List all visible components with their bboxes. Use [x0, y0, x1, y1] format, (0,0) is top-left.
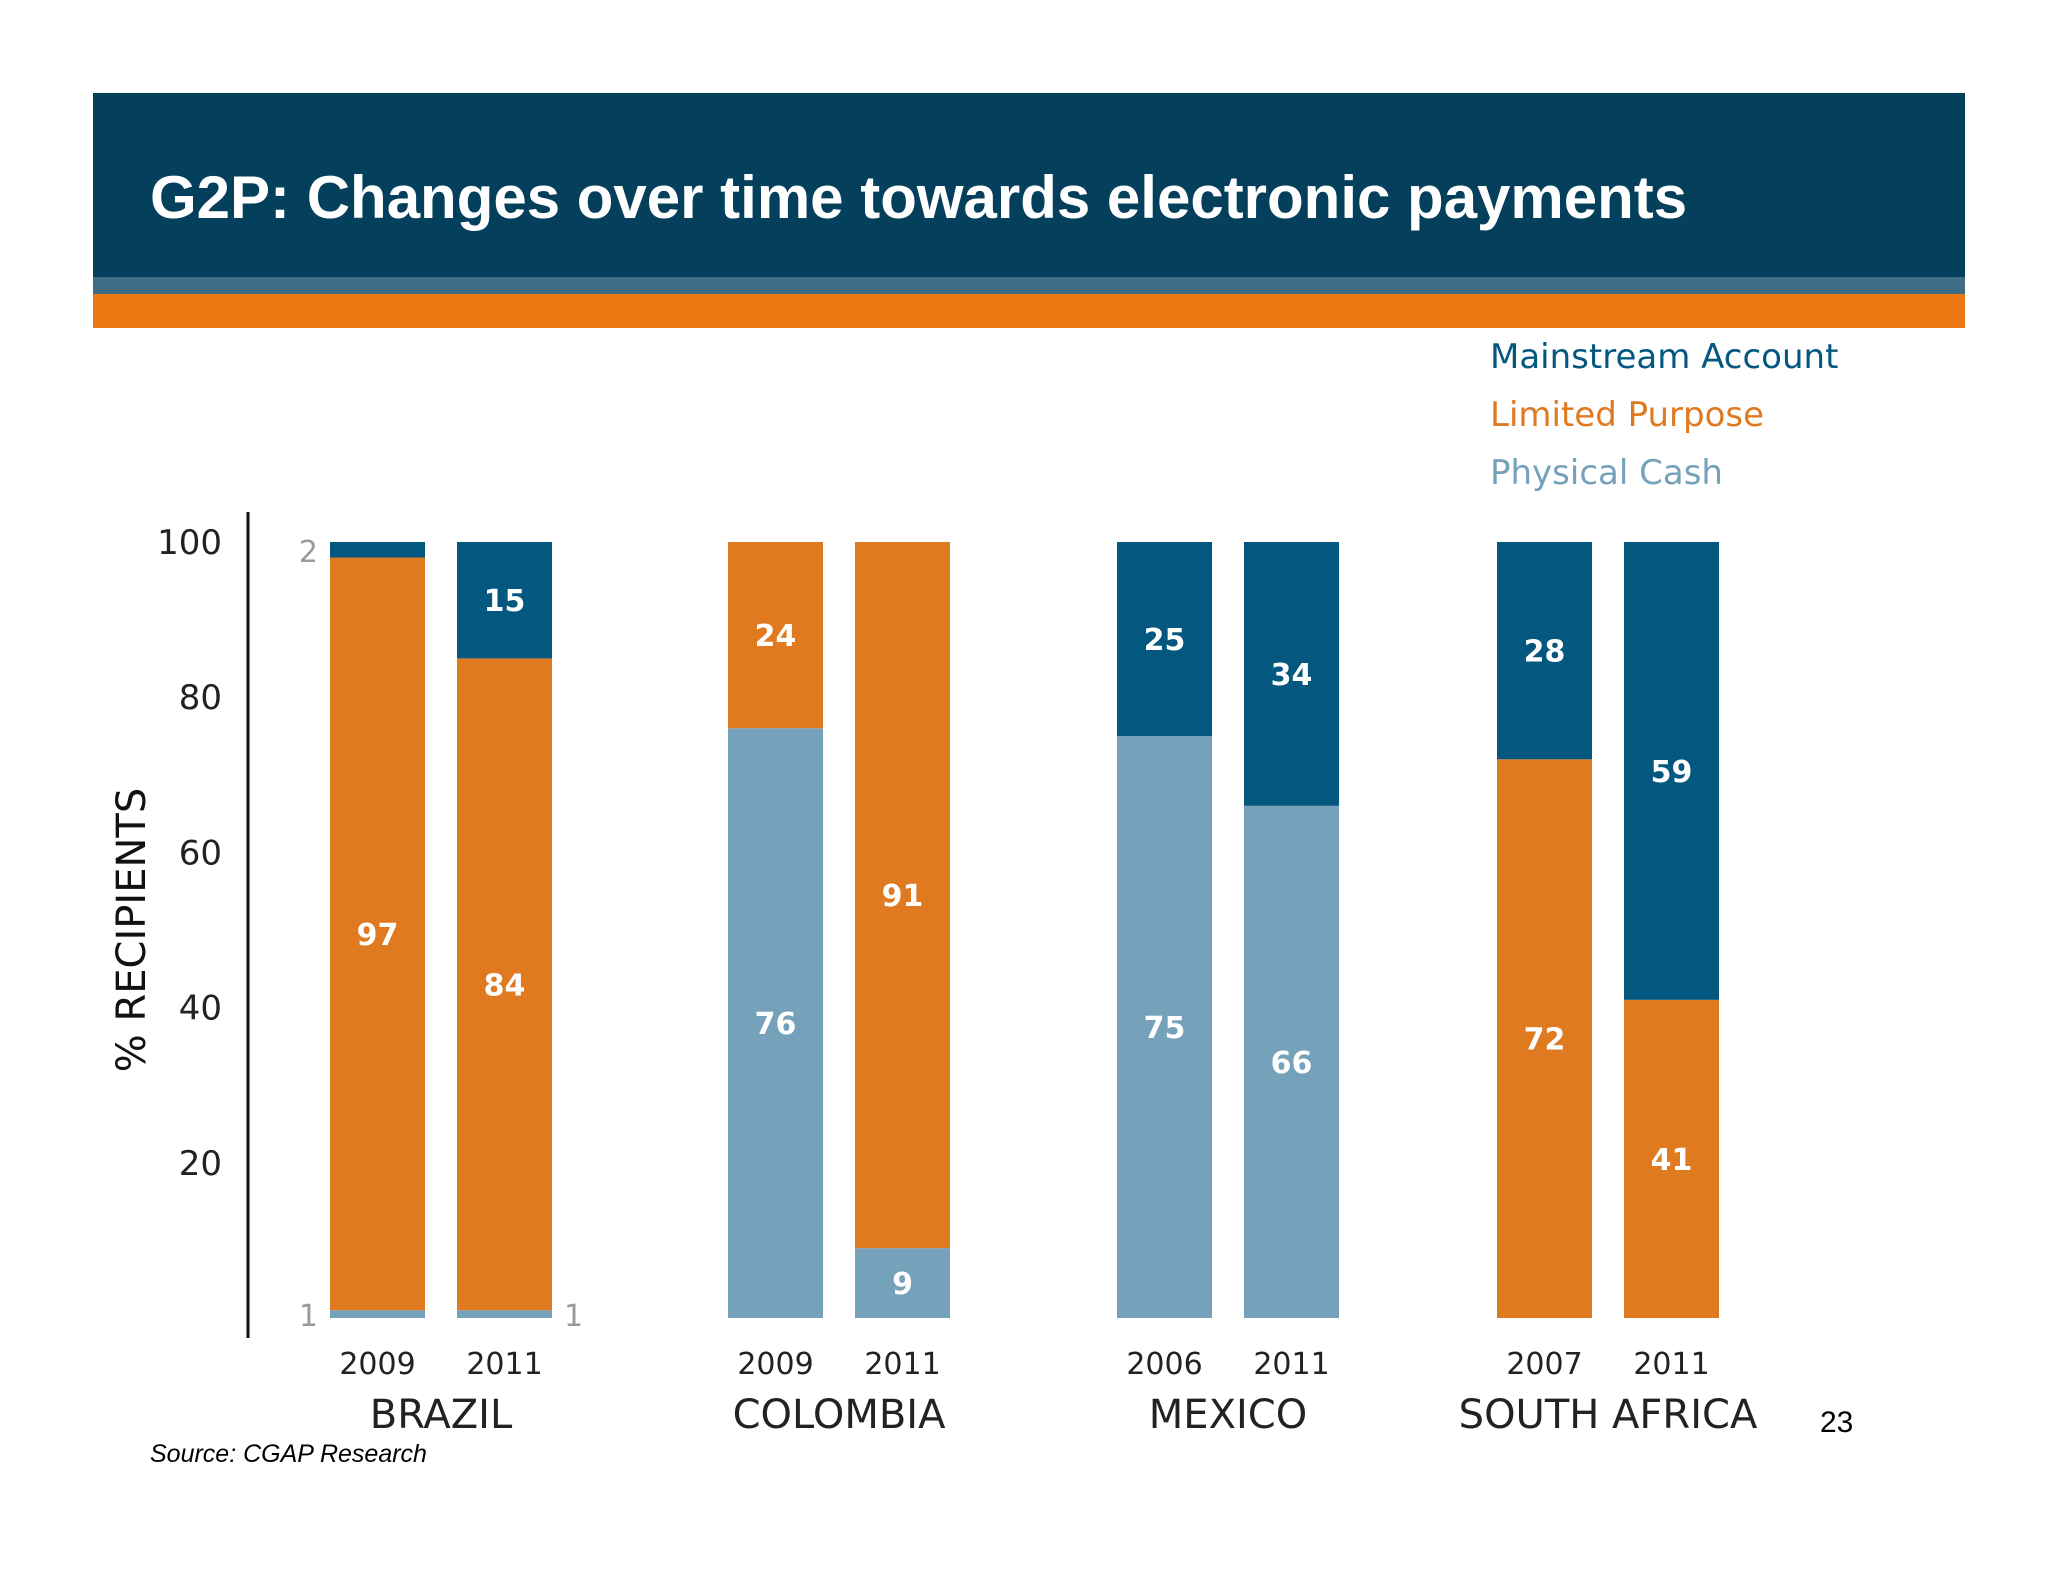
legend-limited-purpose: Limited Purpose — [1490, 395, 1765, 435]
x-tick-label: 2011 — [1633, 1347, 1709, 1382]
bar-segment-cash — [728, 728, 823, 1318]
x-tick-label: 2007 — [1506, 1347, 1582, 1382]
data-label-mainstream: 15 — [484, 584, 526, 619]
y-tick-label: 80 — [179, 678, 222, 718]
data-label-mainstream: 2 — [299, 535, 318, 570]
y-tick-label: 40 — [179, 989, 222, 1029]
x-tick-label: 2011 — [1253, 1347, 1329, 1382]
x-tick-label: 2009 — [339, 1347, 415, 1382]
bar-segment-mainstream — [1497, 542, 1592, 760]
data-label-cash: 1 — [564, 1299, 583, 1334]
country-label: COLOMBIA — [733, 1392, 947, 1438]
bar-segment-cash — [330, 1310, 425, 1318]
bar-segment-cash — [1117, 736, 1212, 1318]
bar-segment-limited — [1624, 999, 1719, 1318]
country-label: SOUTH AFRICA — [1459, 1392, 1758, 1438]
y-tick-label: 20 — [179, 1144, 222, 1184]
bar-segment-limited — [728, 542, 823, 729]
data-label-cash: 75 — [1144, 1011, 1186, 1046]
bar-segment-mainstream — [1244, 542, 1339, 806]
y-tick-label: 100 — [157, 523, 222, 563]
data-label-limited: 41 — [1651, 1143, 1693, 1178]
data-label-limited: 84 — [484, 968, 526, 1003]
x-tick-label: 2011 — [864, 1347, 940, 1382]
data-label-cash: 66 — [1271, 1046, 1313, 1081]
bar-segment-limited — [1497, 759, 1592, 1318]
y-tick-label: 60 — [179, 833, 222, 873]
data-label-limited: 72 — [1524, 1023, 1566, 1058]
bar-segment-mainstream — [457, 542, 552, 659]
country-label: BRAZIL — [370, 1392, 513, 1438]
bar-segment-limited — [330, 557, 425, 1311]
bar-segment-cash — [855, 1248, 950, 1318]
header-band — [93, 93, 1965, 277]
bar-segment-cash — [457, 1310, 552, 1318]
header-accent-bar — [93, 294, 1965, 328]
bar-segment-cash — [1244, 805, 1339, 1318]
data-label-mainstream: 59 — [1651, 755, 1693, 790]
data-label-mainstream: 34 — [1271, 658, 1313, 693]
x-tick-label: 2006 — [1126, 1347, 1202, 1382]
data-label-cash: 9 — [892, 1267, 913, 1302]
source-note: Source: CGAP Research — [150, 1440, 427, 1468]
chart-legend: Mainstream Account Limited Purpose Physi… — [1490, 332, 1838, 506]
page-number: 23 — [1820, 1406, 1854, 1439]
x-tick-label: 2009 — [737, 1347, 813, 1382]
data-label-cash: 1 — [299, 1299, 318, 1334]
data-label-mainstream: 25 — [1144, 623, 1186, 658]
legend-mainstream-account: Mainstream Account — [1490, 337, 1839, 377]
data-label-limited: 24 — [755, 619, 797, 654]
bar-segment-mainstream — [1117, 542, 1212, 736]
header-strip — [93, 277, 1965, 294]
country-label: MEXICO — [1149, 1392, 1307, 1438]
x-tick-label: 2011 — [466, 1347, 542, 1382]
slide-title: G2P: Changes over time towards electroni… — [150, 164, 1688, 231]
data-label-mainstream: 28 — [1524, 635, 1566, 670]
bar-segment-limited — [855, 542, 950, 1249]
data-label-limited: 97 — [357, 918, 399, 953]
bar-segment-limited — [457, 658, 552, 1311]
data-label-cash: 76 — [755, 1007, 797, 1042]
legend-physical-cash: Physical Cash — [1490, 453, 1723, 493]
y-axis-title: % RECIPIENTS — [109, 788, 155, 1072]
data-label-limited: 91 — [882, 879, 924, 914]
bar-segment-mainstream — [1624, 542, 1719, 1000]
bar-segment-mainstream — [330, 542, 425, 558]
